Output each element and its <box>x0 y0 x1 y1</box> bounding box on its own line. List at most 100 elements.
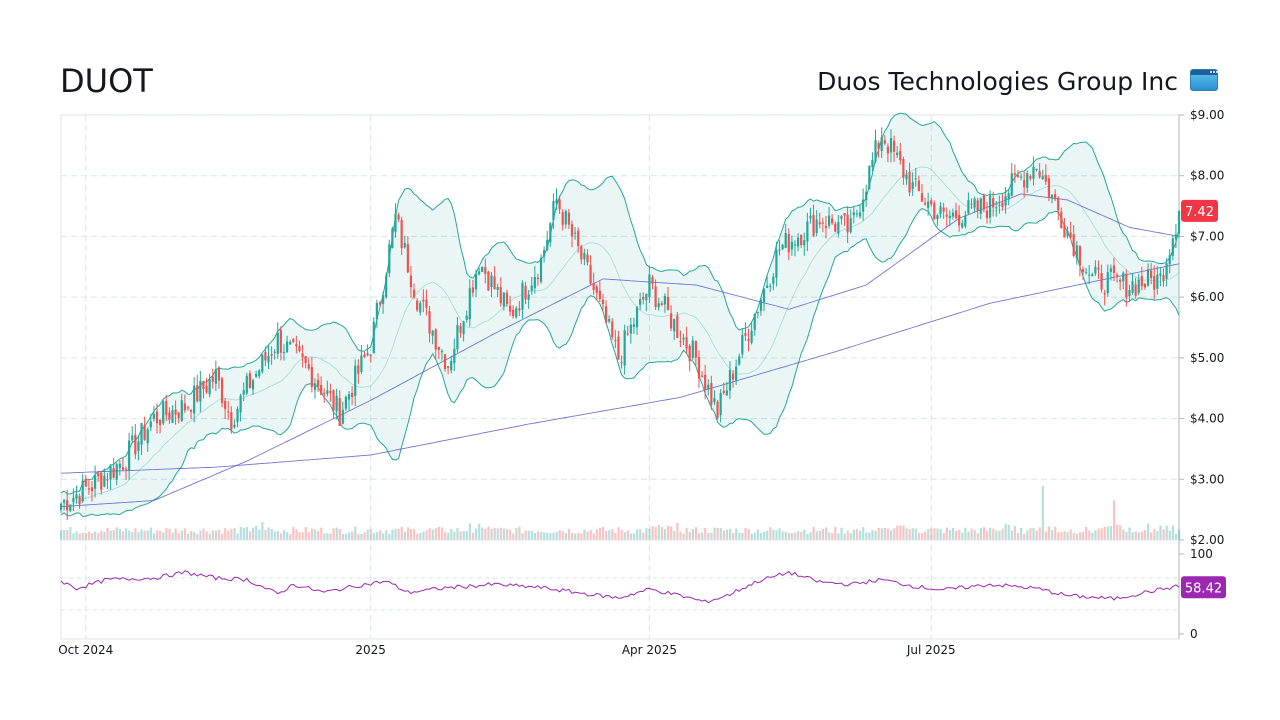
candle-body <box>639 299 642 305</box>
candle-body <box>484 267 487 274</box>
volume-bar <box>1109 526 1113 540</box>
candle-body <box>378 302 382 305</box>
volume-bar <box>1174 533 1178 540</box>
candle-body <box>601 299 605 305</box>
volume-bar <box>701 532 704 540</box>
volume-bar <box>199 530 202 540</box>
candle-body <box>1050 194 1054 199</box>
volume-bar <box>636 529 639 540</box>
volume-bar <box>186 533 190 540</box>
volume-bar <box>69 526 72 540</box>
candle-body <box>313 383 317 391</box>
volume-bar <box>509 529 512 540</box>
volume-bar <box>763 531 766 540</box>
volume-bar <box>403 531 406 540</box>
candle-body <box>1066 230 1069 236</box>
candle-body <box>592 283 595 290</box>
candle-body <box>716 401 719 418</box>
volume-bar <box>230 528 233 540</box>
candle-body <box>165 401 168 416</box>
volume-bar <box>595 529 598 540</box>
candle-body <box>815 219 818 234</box>
volume-bar <box>722 530 725 540</box>
volume-bar <box>267 527 270 540</box>
volume-bar <box>772 529 775 540</box>
volume-bar <box>261 522 264 540</box>
volume-bar <box>756 529 760 540</box>
candle-body <box>979 198 982 214</box>
candle-body <box>976 200 979 211</box>
candle-body <box>499 286 502 304</box>
candle-body <box>635 307 639 328</box>
volume-bar <box>245 527 249 540</box>
candle-body <box>1153 276 1156 290</box>
volume-bar <box>840 527 843 540</box>
candle-body <box>490 275 493 288</box>
candle-body <box>632 324 636 327</box>
volume-bar <box>140 529 143 540</box>
volume-bar <box>1128 527 1131 540</box>
volume-bar <box>100 530 103 540</box>
volume-bar <box>601 526 605 540</box>
candle-body <box>1128 290 1131 297</box>
volume-bar <box>255 525 258 540</box>
candle-body <box>193 385 196 414</box>
x-tick-label: Apr 2025 <box>622 643 677 657</box>
volume-bar <box>1116 524 1119 540</box>
volume-bar <box>564 533 568 540</box>
candle-body <box>217 367 221 381</box>
volume-bar <box>1091 532 1094 540</box>
volume-bar <box>924 531 927 540</box>
volume-bar <box>394 528 397 540</box>
candle-body <box>347 394 351 400</box>
candle-body <box>985 210 989 219</box>
candle-body <box>803 240 806 246</box>
volume-bar <box>753 532 756 540</box>
candle-body <box>713 398 716 403</box>
volume-bar <box>942 532 945 540</box>
volume-bar <box>1029 528 1032 540</box>
volume-bar <box>310 528 314 540</box>
candle-body <box>211 376 214 382</box>
candle-body <box>146 429 149 444</box>
volume-bar <box>583 529 586 540</box>
volume-bar <box>134 528 137 540</box>
candle-body <box>354 365 357 396</box>
candle-body <box>651 277 654 284</box>
candle-body <box>258 370 261 377</box>
volume-bar <box>478 523 481 540</box>
candle-body <box>481 266 484 272</box>
candle-body <box>171 410 174 423</box>
candle-body <box>871 159 874 168</box>
candle-body <box>456 325 459 350</box>
candle-body <box>159 420 162 426</box>
candle-body <box>239 395 242 413</box>
candle-body <box>862 199 865 212</box>
candle-body <box>1137 279 1140 294</box>
candle-body <box>1016 175 1020 178</box>
candle-body <box>397 214 400 220</box>
volume-bar <box>834 526 837 540</box>
volume-bar <box>214 530 218 540</box>
volume-bar <box>793 532 797 540</box>
candle-body <box>1004 195 1007 206</box>
volume-bar <box>741 532 744 540</box>
volume-bar <box>824 527 828 540</box>
volume-bar <box>536 531 540 540</box>
bollinger-lower <box>60 208 1180 518</box>
volume-bar <box>598 527 602 540</box>
volume-bar <box>806 533 809 540</box>
volume-bar <box>970 528 973 540</box>
volume-bar <box>190 531 193 540</box>
volume-bar <box>914 528 917 540</box>
volume-bar <box>1097 528 1100 540</box>
volume-bar <box>502 528 506 540</box>
volume-bar <box>97 533 100 540</box>
volume-bar <box>889 530 893 540</box>
volume-bar <box>902 525 905 540</box>
candle-body <box>970 203 973 205</box>
candle-body <box>1041 176 1044 180</box>
volume-bar <box>512 533 515 540</box>
volume-bar <box>1165 525 1168 540</box>
volume-bar <box>561 531 564 540</box>
